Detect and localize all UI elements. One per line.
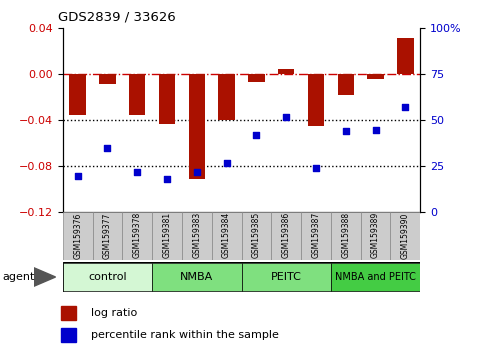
- Bar: [129, 74, 145, 115]
- FancyBboxPatch shape: [331, 263, 420, 291]
- Point: [133, 169, 141, 175]
- Text: GDS2839 / 33626: GDS2839 / 33626: [58, 11, 176, 24]
- FancyBboxPatch shape: [271, 212, 301, 260]
- Text: GSM159381: GSM159381: [163, 212, 171, 258]
- Point: [372, 127, 380, 132]
- FancyBboxPatch shape: [331, 212, 361, 260]
- FancyBboxPatch shape: [152, 263, 242, 291]
- Bar: [70, 74, 86, 115]
- Bar: [368, 74, 384, 79]
- Point: [223, 160, 230, 166]
- FancyBboxPatch shape: [212, 212, 242, 260]
- Point: [342, 129, 350, 134]
- FancyBboxPatch shape: [390, 212, 420, 260]
- Text: GSM159378: GSM159378: [133, 212, 142, 258]
- Bar: [61, 327, 76, 342]
- Text: GSM159386: GSM159386: [282, 212, 291, 258]
- Text: GSM159388: GSM159388: [341, 212, 350, 258]
- Text: PEITC: PEITC: [271, 272, 301, 282]
- Bar: [278, 69, 294, 74]
- Bar: [248, 74, 265, 82]
- FancyBboxPatch shape: [93, 212, 122, 260]
- FancyBboxPatch shape: [361, 212, 390, 260]
- Text: GSM159376: GSM159376: [73, 212, 82, 258]
- FancyBboxPatch shape: [242, 263, 331, 291]
- Bar: [218, 74, 235, 120]
- Bar: [338, 74, 354, 95]
- Bar: [308, 74, 324, 126]
- Bar: [159, 74, 175, 124]
- Text: GSM159383: GSM159383: [192, 212, 201, 258]
- FancyBboxPatch shape: [122, 212, 152, 260]
- Point: [193, 169, 201, 175]
- Text: GSM159377: GSM159377: [103, 212, 112, 258]
- FancyBboxPatch shape: [182, 212, 212, 260]
- Text: NMBA and PEITC: NMBA and PEITC: [335, 272, 416, 282]
- Text: GSM159385: GSM159385: [252, 212, 261, 258]
- Text: GSM159389: GSM159389: [371, 212, 380, 258]
- FancyBboxPatch shape: [152, 212, 182, 260]
- Bar: [99, 74, 115, 84]
- Point: [253, 132, 260, 138]
- FancyBboxPatch shape: [63, 263, 152, 291]
- FancyBboxPatch shape: [242, 212, 271, 260]
- Text: agent: agent: [2, 272, 35, 282]
- Bar: [61, 306, 76, 320]
- Text: percentile rank within the sample: percentile rank within the sample: [91, 330, 279, 340]
- FancyBboxPatch shape: [63, 212, 93, 260]
- Text: GSM159384: GSM159384: [222, 212, 231, 258]
- Bar: [397, 38, 413, 74]
- Point: [282, 114, 290, 120]
- FancyBboxPatch shape: [301, 212, 331, 260]
- Text: GSM159387: GSM159387: [312, 212, 320, 258]
- Text: log ratio: log ratio: [91, 308, 137, 318]
- Text: GSM159390: GSM159390: [401, 212, 410, 258]
- Point: [312, 165, 320, 171]
- Text: NMBA: NMBA: [180, 272, 213, 282]
- Point: [74, 173, 82, 178]
- Point: [104, 145, 112, 151]
- Polygon shape: [34, 268, 56, 286]
- Bar: [189, 74, 205, 179]
- Point: [163, 176, 171, 182]
- Point: [401, 105, 409, 110]
- Text: control: control: [88, 272, 127, 282]
